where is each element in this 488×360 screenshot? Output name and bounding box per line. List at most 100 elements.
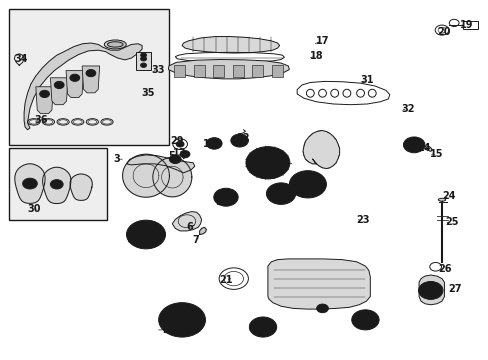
Circle shape xyxy=(141,57,146,61)
Text: 13: 13 xyxy=(173,148,186,158)
Text: 30: 30 xyxy=(27,204,41,215)
Circle shape xyxy=(316,304,328,313)
Circle shape xyxy=(357,314,372,325)
Circle shape xyxy=(164,307,199,332)
Ellipse shape xyxy=(437,198,445,201)
Text: 20: 20 xyxy=(437,27,450,37)
Polygon shape xyxy=(425,146,431,151)
Circle shape xyxy=(132,225,159,244)
Bar xyxy=(462,22,477,29)
Text: 3: 3 xyxy=(113,154,120,164)
Circle shape xyxy=(266,183,295,204)
Text: 33: 33 xyxy=(151,64,164,75)
Text: 18: 18 xyxy=(309,51,323,61)
Text: 27: 27 xyxy=(447,284,461,294)
Bar xyxy=(9,9,168,145)
Text: 32: 32 xyxy=(400,104,414,114)
Text: 9: 9 xyxy=(215,197,222,207)
Polygon shape xyxy=(126,155,194,173)
Circle shape xyxy=(40,90,49,98)
Text: 16: 16 xyxy=(202,139,216,149)
Text: 5: 5 xyxy=(168,150,174,161)
Text: 22: 22 xyxy=(248,323,262,333)
Circle shape xyxy=(351,310,378,330)
Circle shape xyxy=(173,314,190,326)
Circle shape xyxy=(126,220,165,249)
Circle shape xyxy=(259,156,276,169)
Circle shape xyxy=(303,181,312,188)
Text: 1: 1 xyxy=(169,316,175,325)
Circle shape xyxy=(234,137,244,144)
Text: 28: 28 xyxy=(354,316,367,325)
Circle shape xyxy=(418,282,442,300)
Circle shape xyxy=(179,318,184,322)
Text: 35: 35 xyxy=(141,88,154,98)
Bar xyxy=(174,65,184,77)
Bar xyxy=(193,65,204,77)
Circle shape xyxy=(50,180,63,189)
Text: 8: 8 xyxy=(276,191,283,201)
Polygon shape xyxy=(153,157,191,197)
Text: 19: 19 xyxy=(459,20,472,30)
Text: 6: 6 xyxy=(186,222,193,232)
Circle shape xyxy=(423,285,437,296)
Text: 34: 34 xyxy=(14,54,28,64)
Text: 23: 23 xyxy=(355,215,368,225)
Polygon shape xyxy=(15,164,45,203)
Circle shape xyxy=(172,157,178,161)
Circle shape xyxy=(86,69,96,77)
Circle shape xyxy=(206,138,222,149)
Circle shape xyxy=(254,320,271,333)
Bar xyxy=(252,65,263,77)
Circle shape xyxy=(230,134,248,147)
Polygon shape xyxy=(182,37,279,53)
Bar xyxy=(213,65,224,77)
Circle shape xyxy=(249,317,276,337)
Text: 2: 2 xyxy=(162,325,168,335)
Ellipse shape xyxy=(104,40,126,49)
Polygon shape xyxy=(418,275,444,305)
Text: 4: 4 xyxy=(128,236,135,246)
Circle shape xyxy=(277,191,285,197)
Polygon shape xyxy=(42,167,71,203)
Text: 15: 15 xyxy=(429,149,443,159)
Text: 17: 17 xyxy=(315,36,328,46)
Circle shape xyxy=(141,53,146,57)
Circle shape xyxy=(140,230,152,239)
Polygon shape xyxy=(267,259,369,309)
Circle shape xyxy=(213,188,238,206)
Text: 7: 7 xyxy=(192,235,199,245)
Polygon shape xyxy=(70,174,92,201)
Circle shape xyxy=(54,81,64,89)
Text: 11: 11 xyxy=(261,155,274,165)
Polygon shape xyxy=(199,227,206,234)
Circle shape xyxy=(289,171,326,198)
Polygon shape xyxy=(168,59,289,79)
Circle shape xyxy=(403,137,424,153)
Circle shape xyxy=(407,140,420,150)
Circle shape xyxy=(271,186,290,201)
Polygon shape xyxy=(172,212,201,231)
Circle shape xyxy=(218,192,233,203)
Text: 24: 24 xyxy=(442,191,455,201)
Circle shape xyxy=(70,74,80,81)
Circle shape xyxy=(141,63,146,67)
Ellipse shape xyxy=(107,42,123,47)
Polygon shape xyxy=(66,71,83,98)
Bar xyxy=(9,148,107,220)
Circle shape xyxy=(180,150,189,158)
Text: 25: 25 xyxy=(444,217,458,227)
Polygon shape xyxy=(50,78,68,105)
Circle shape xyxy=(169,155,181,163)
Circle shape xyxy=(295,175,320,193)
Circle shape xyxy=(245,147,289,179)
Polygon shape xyxy=(82,66,100,93)
Polygon shape xyxy=(122,154,169,197)
Text: 21: 21 xyxy=(219,275,232,285)
Circle shape xyxy=(210,140,218,146)
Polygon shape xyxy=(24,43,142,130)
Text: 31: 31 xyxy=(360,75,373,85)
Circle shape xyxy=(176,141,183,147)
Text: 14: 14 xyxy=(417,143,431,153)
Circle shape xyxy=(158,303,205,337)
